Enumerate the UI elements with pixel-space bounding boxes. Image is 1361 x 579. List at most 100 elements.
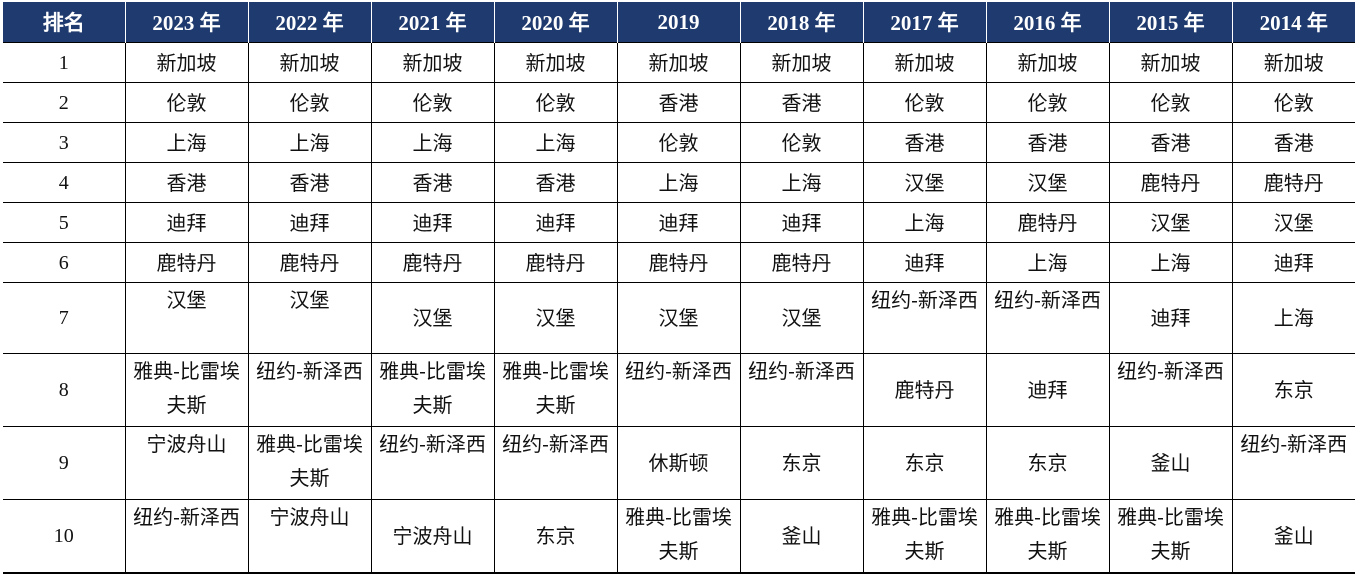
- port-cell: 新加坡: [493, 42, 617, 83]
- port-cell: 汉堡: [862, 162, 986, 203]
- port-cell: 鹿特丹: [247, 242, 371, 283]
- port-cell: 釜山: [1231, 499, 1355, 574]
- port-cell: 釜山: [1108, 426, 1232, 500]
- port-cell: 香港: [493, 162, 617, 203]
- port-cell: 纽约-新泽西: [247, 353, 371, 427]
- header-2016: 2016 年: [985, 2, 1109, 43]
- port-cell: 鹿特丹: [493, 242, 617, 283]
- port-cell: 汉堡: [247, 282, 371, 354]
- rank-cell: 9: [3, 426, 125, 500]
- port-cell: 上海: [739, 162, 863, 203]
- port-cell: 上海: [616, 162, 740, 203]
- port-cell: 东京: [739, 426, 863, 500]
- port-cell: 汉堡: [616, 282, 740, 354]
- table-row: 2 伦敦 伦敦 伦敦 伦敦 香港 香港 伦敦 伦敦 伦敦 伦敦: [3, 82, 1355, 123]
- port-cell: 雅典-比雷埃夫斯: [616, 499, 740, 574]
- table-row: 8 雅典-比雷埃夫斯 纽约-新泽西 雅典-比雷埃夫斯 雅典-比雷埃夫斯 纽约-新泽西 纽约-…: [3, 353, 1355, 427]
- table-row: 3 上海 上海 上海 上海 伦敦 伦敦 香港 香港 香港 香港: [3, 122, 1355, 163]
- port-cell: 上海: [493, 122, 617, 163]
- rank-cell: 5: [3, 202, 125, 243]
- port-cell: 新加坡: [862, 42, 986, 83]
- port-cell: 迪拜: [1108, 282, 1232, 354]
- port-cell: 鹿特丹: [370, 242, 494, 283]
- port-cell: 上海: [247, 122, 371, 163]
- rank-cell: 1: [3, 42, 125, 83]
- rank-cell: 2: [3, 82, 125, 123]
- port-cell: 纽约-新泽西: [862, 282, 986, 354]
- port-cell: 新加坡: [370, 42, 494, 83]
- port-cell: 纽约-新泽西: [1231, 426, 1355, 500]
- port-cell: 鹿特丹: [985, 202, 1109, 243]
- port-cell: 香港: [1231, 122, 1355, 163]
- port-cell: 新加坡: [124, 42, 248, 83]
- port-cell: 汉堡: [124, 282, 248, 354]
- port-cell: 伦敦: [124, 82, 248, 123]
- port-cell: 上海: [370, 122, 494, 163]
- rank-cell: 3: [3, 122, 125, 163]
- port-cell: 宁波舟山: [370, 499, 494, 574]
- header-rank: 排名: [3, 2, 125, 43]
- rank-cell: 4: [3, 162, 125, 203]
- port-cell: 纽约-新泽西: [493, 426, 617, 500]
- port-cell: 汉堡: [739, 282, 863, 354]
- port-cell: 伦敦: [370, 82, 494, 123]
- header-2023: 2023 年: [124, 2, 248, 43]
- header-2020: 2020 年: [493, 2, 617, 43]
- port-cell: 鹿特丹: [1108, 162, 1232, 203]
- port-cell: 纽约-新泽西: [739, 353, 863, 427]
- port-cell: 鹿特丹: [739, 242, 863, 283]
- port-cell: 伦敦: [1108, 82, 1232, 123]
- port-cell: 香港: [370, 162, 494, 203]
- port-cell: 休斯顿: [616, 426, 740, 500]
- port-cell: 新加坡: [985, 42, 1109, 83]
- header-2014: 2014 年: [1231, 2, 1355, 43]
- port-cell: 纽约-新泽西: [985, 282, 1109, 354]
- header-2017: 2017 年: [862, 2, 986, 43]
- port-cell: 香港: [247, 162, 371, 203]
- table-row: 1 新加坡 新加坡 新加坡 新加坡 新加坡 新加坡 新加坡 新加坡 新加坡 新加坡: [3, 42, 1355, 83]
- table-row: 9 宁波舟山 雅典-比雷埃夫斯 纽约-新泽西 纽约-新泽西 休斯顿 东京 东京 东京 釜山 纽约-新…: [3, 426, 1355, 500]
- port-cell: 釜山: [739, 499, 863, 574]
- port-cell: 鹿特丹: [1231, 162, 1355, 203]
- port-cell: 伦敦: [1231, 82, 1355, 123]
- port-cell: 雅典-比雷埃夫斯: [493, 353, 617, 427]
- rank-cell: 6: [3, 242, 125, 283]
- port-cell: 迪拜: [1231, 242, 1355, 283]
- port-cell: 东京: [1231, 353, 1355, 427]
- port-cell: 伦敦: [985, 82, 1109, 123]
- port-cell: 伦敦: [493, 82, 617, 123]
- table-row: 7 汉堡 汉堡 汉堡 汉堡 汉堡 汉堡 纽约-新泽西 纽约-新泽西 迪拜 上海: [3, 282, 1355, 354]
- port-cell: 上海: [124, 122, 248, 163]
- port-cell: 汉堡: [1231, 202, 1355, 243]
- port-cell: 上海: [1231, 282, 1355, 354]
- port-cell: 雅典-比雷埃夫斯: [370, 353, 494, 427]
- port-cell: 雅典-比雷埃夫斯: [862, 499, 986, 574]
- header-row: 排名 2023 年 2022 年 2021 年 2020 年 2019 2018…: [3, 2, 1355, 43]
- port-cell: 汉堡: [493, 282, 617, 354]
- port-cell: 新加坡: [247, 42, 371, 83]
- port-cell: 迪拜: [370, 202, 494, 243]
- table-row: 10 纽约-新泽西 宁波舟山 宁波舟山 东京 雅典-比雷埃夫斯 釜山 雅典-比雷埃夫斯 雅典-比…: [3, 499, 1355, 574]
- port-cell: 迪拜: [493, 202, 617, 243]
- table-row: 5 迪拜 迪拜 迪拜 迪拜 迪拜 迪拜 上海 鹿特丹 汉堡 汉堡: [3, 202, 1355, 243]
- header-2018: 2018 年: [739, 2, 863, 43]
- port-cell: 汉堡: [370, 282, 494, 354]
- rank-cell: 7: [3, 282, 125, 354]
- port-cell: 伦敦: [739, 122, 863, 163]
- port-cell: 雅典-比雷埃夫斯: [247, 426, 371, 500]
- port-cell: 汉堡: [985, 162, 1109, 203]
- port-cell: 雅典-比雷埃夫斯: [985, 499, 1109, 574]
- port-cell: 新加坡: [739, 42, 863, 83]
- rank-cell: 8: [3, 353, 125, 427]
- port-cell: 迪拜: [862, 242, 986, 283]
- port-cell: 新加坡: [1108, 42, 1232, 83]
- port-cell: 伦敦: [247, 82, 371, 123]
- port-cell: 东京: [493, 499, 617, 574]
- port-cell: 鹿特丹: [616, 242, 740, 283]
- port-cell: 香港: [616, 82, 740, 123]
- port-cell: 迪拜: [247, 202, 371, 243]
- header-2019: 2019: [616, 2, 740, 43]
- port-cell: 上海: [862, 202, 986, 243]
- port-cell: 香港: [862, 122, 986, 163]
- port-cell: 香港: [739, 82, 863, 123]
